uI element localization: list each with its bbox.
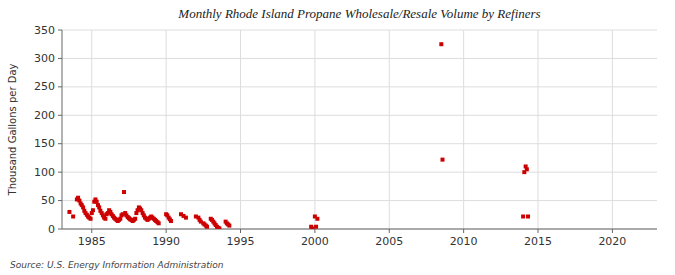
- y-grid-line: [62, 30, 657, 31]
- point: [521, 214, 525, 218]
- y-tick-label: 200: [34, 109, 55, 122]
- point: [441, 158, 445, 162]
- y-grid-line: [62, 200, 657, 201]
- y-tick-label: 300: [34, 52, 55, 65]
- x-tick-label: 2005: [375, 235, 403, 248]
- x-tick: [463, 229, 464, 233]
- y-grid-line: [62, 143, 657, 144]
- y-grid-line: [62, 172, 657, 173]
- x-tick-label: 2010: [450, 235, 478, 248]
- point: [157, 221, 161, 225]
- x-tick: [240, 229, 241, 233]
- y-tick: [58, 172, 62, 173]
- title: Monthly Rhode Island Propane Wholesale/R…: [177, 6, 540, 21]
- point: [118, 217, 122, 221]
- y-tick: [58, 229, 62, 230]
- point: [95, 200, 99, 204]
- x-tick-label: 2020: [598, 235, 626, 248]
- x-tick: [314, 229, 315, 233]
- x-tick: [538, 229, 539, 233]
- point: [526, 214, 530, 218]
- x-tick-label: 1990: [152, 235, 180, 248]
- point: [67, 210, 71, 214]
- x-grid-line: [166, 30, 167, 229]
- point: [310, 226, 314, 229]
- x-tick: [612, 229, 613, 233]
- point: [184, 216, 188, 220]
- y-tick-label: 50: [41, 194, 55, 207]
- y-tick-label: 250: [34, 80, 55, 93]
- point: [71, 214, 75, 218]
- y-tick: [58, 30, 62, 31]
- point: [205, 225, 209, 229]
- y-grid-line: [62, 229, 657, 230]
- x-axis-line: [62, 229, 657, 230]
- point: [314, 225, 318, 229]
- point: [97, 205, 101, 209]
- x-grid-line: [91, 30, 92, 229]
- y-tick: [58, 58, 62, 59]
- x-tick: [91, 229, 92, 233]
- chart: 0 50 100 150 200 250 300 350 1985 1990 1995 2000 200…: [0, 0, 675, 275]
- y-axis-line: [62, 30, 63, 229]
- point: [81, 205, 85, 209]
- x-grid-line: [538, 30, 539, 229]
- x-grid-line: [314, 30, 315, 229]
- x-grid-line: [240, 30, 241, 229]
- y-tick: [58, 143, 62, 144]
- point: [217, 226, 221, 229]
- y-grid-line: [62, 86, 657, 87]
- point: [133, 217, 137, 221]
- x-tick: [389, 229, 390, 233]
- x-tick-label: 2000: [301, 235, 329, 248]
- x-tick: [166, 229, 167, 233]
- grid: [62, 30, 657, 229]
- x-tick-label: 1985: [78, 235, 106, 248]
- x-grid-line: [389, 30, 390, 229]
- axes: 0 50 100 150 200 250 300 350 1985 1990 1995 2000 200…: [34, 24, 657, 249]
- point: [169, 219, 173, 223]
- point: [103, 217, 107, 221]
- y-tick: [58, 115, 62, 116]
- point: [315, 217, 319, 221]
- point: [227, 224, 231, 228]
- point: [525, 167, 529, 171]
- point: [91, 208, 95, 212]
- x-grid-line: [612, 30, 613, 229]
- x-tick-label: 2015: [524, 235, 552, 248]
- y-tick: [58, 86, 62, 87]
- x-tick-label: 1995: [227, 235, 255, 248]
- x-grid-line: [463, 30, 464, 229]
- y-tick-label: 100: [34, 166, 55, 179]
- y-tick-label: 150: [34, 137, 55, 150]
- point: [439, 42, 443, 46]
- y-tick: [58, 200, 62, 201]
- y-tick-label: 350: [34, 24, 55, 37]
- y-tick-label: 0: [48, 223, 55, 236]
- y-grid-line: [62, 115, 657, 116]
- source-note: Source: U.S. Energy Information Administ…: [10, 260, 224, 270]
- point: [122, 190, 126, 194]
- y-grid-line: [62, 58, 657, 59]
- point: [89, 217, 93, 221]
- y-axis-label: Thousand Gallons per Day: [7, 63, 18, 196]
- points: [67, 42, 530, 229]
